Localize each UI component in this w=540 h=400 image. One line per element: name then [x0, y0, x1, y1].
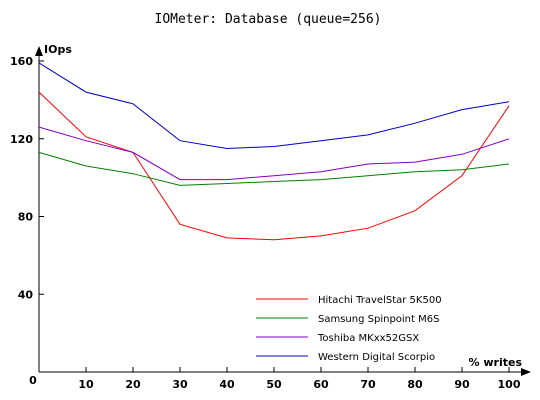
y-tick-label-80: 80: [18, 211, 34, 224]
x-tick-label-70: 70: [360, 378, 376, 391]
x-tick-label-50: 50: [266, 378, 282, 391]
x-tick-label-20: 20: [125, 378, 141, 391]
series-line-2: [38, 126, 510, 181]
x-axis-arrow: [521, 368, 531, 376]
y-tick-label-120: 120: [10, 133, 33, 146]
x-axis-label: % writes: [469, 356, 523, 369]
origin-tick-label: 0: [29, 374, 37, 387]
y-tick-label-160: 160: [10, 55, 33, 68]
x-tick-label-40: 40: [219, 378, 235, 391]
chart-title: IOMeter: Database (queue=256): [155, 12, 382, 27]
legend-label-0: Hitachi TravelStar 5K500: [318, 295, 442, 306]
legend-label-1: Samsung Spinpoint M6S: [318, 314, 439, 325]
series-line-1: [38, 151, 510, 186]
y-axis-arrow: [35, 46, 43, 56]
legend-label-3: Western Digital Scorpio: [318, 352, 435, 363]
y-tick-label-40: 40: [18, 288, 34, 301]
legend-label-2: Toshiba MKxx52GSX: [317, 333, 419, 344]
series-line-0: [38, 91, 510, 241]
series-line-3: [38, 62, 510, 150]
x-tick-label-80: 80: [407, 378, 423, 391]
series-lines: [38, 62, 510, 241]
x-tick-label-30: 30: [172, 378, 188, 391]
x-tick-label-60: 60: [313, 378, 329, 391]
axes: [35, 46, 531, 376]
x-tick-label-10: 10: [78, 378, 94, 391]
x-tick-label-90: 90: [454, 378, 470, 391]
x-tick-label-100: 100: [498, 378, 521, 391]
ticks: 10 20 30 40 50 60 70 80 90 100 40 80 120 160: [10, 55, 521, 391]
legend: Hitachi TravelStar 5K500 Samsung Spinpoin…: [256, 295, 442, 363]
y-axis-label: IOps: [44, 43, 72, 56]
